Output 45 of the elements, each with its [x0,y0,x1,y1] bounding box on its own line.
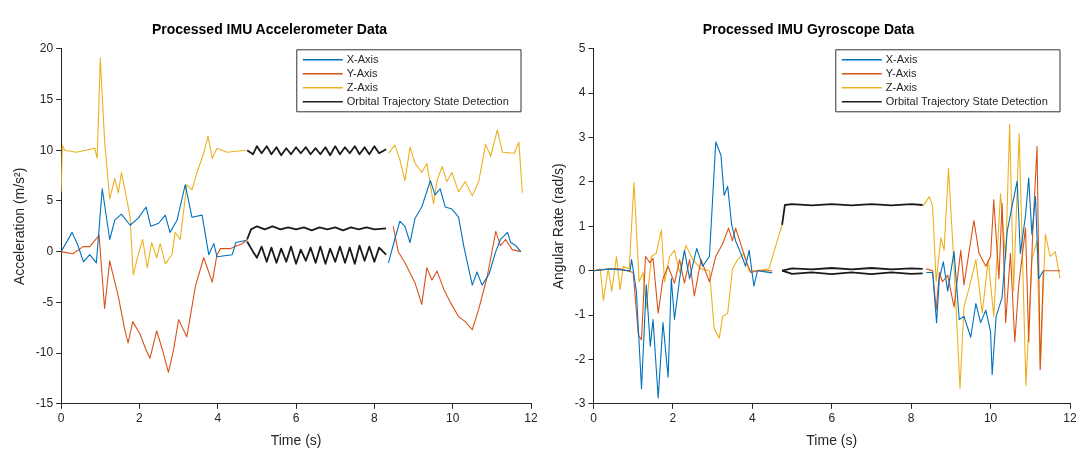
y-tick-label: -1 [574,307,586,322]
legend-label: Y-Axis [885,66,918,79]
chart-title: Processed IMU Accelerometer Data [151,21,388,38]
legend-label: Y-Axis [346,66,379,79]
y-tick-label: 3 [578,129,586,144]
x-tick-label: 8 [907,411,915,426]
y-tick-label: -2 [574,351,586,366]
x-tick-label: 2 [136,411,144,426]
x-tick-label: 2 [669,411,677,426]
x-axis-title: Time (s) [270,432,322,449]
legend-label: X-Axis [346,52,380,65]
x-tick-label: 6 [828,411,836,426]
y-tick-label: 4 [578,85,586,100]
y-tick-label: 1 [578,218,586,233]
legend-label: Z-Axis [885,80,918,93]
x-tick-label: 8 [371,411,379,426]
x-tick-label: 6 [292,411,300,426]
y-tick-label: 0 [46,243,54,258]
x-tick-label: 10 [983,411,998,426]
legend-label: Z-Axis [346,80,379,93]
x-tick-label: 12 [524,411,538,426]
y-tick-label: -15 [35,396,54,411]
y-tick-label: -5 [42,294,54,309]
y-tick-label: 5 [578,41,586,56]
y-tick-label: 2 [578,174,586,189]
y-tick-label: 5 [46,193,54,208]
x-tick-label: 0 [57,411,65,426]
y-tick-label: 10 [39,142,54,157]
x-tick-label: 4 [748,411,756,426]
chart-title: Processed IMU Gyroscope Data [702,21,915,38]
x-axis-title: Time (s) [806,432,858,449]
x-tick-label: 4 [214,411,222,426]
y-tick-label: 15 [39,91,54,106]
y-tick-label: 20 [39,41,54,56]
x-tick-label: 10 [446,411,460,426]
legend-label: Orbital Trajectory State Detection [885,94,1048,107]
y-tick-label: 0 [578,262,586,277]
x-tick-label: 0 [590,411,598,426]
y-axis-title: Acceleration (m/s²) [11,167,28,286]
x-tick-label: 12 [1063,411,1077,426]
legend-label: Orbital Trajectory State Detection [346,94,509,107]
y-tick-label: -10 [35,345,54,360]
y-tick-label: -3 [574,396,586,411]
y-axis-title: Angular Rate (rad/s) [550,163,567,290]
legend-label: X-Axis [885,52,919,65]
